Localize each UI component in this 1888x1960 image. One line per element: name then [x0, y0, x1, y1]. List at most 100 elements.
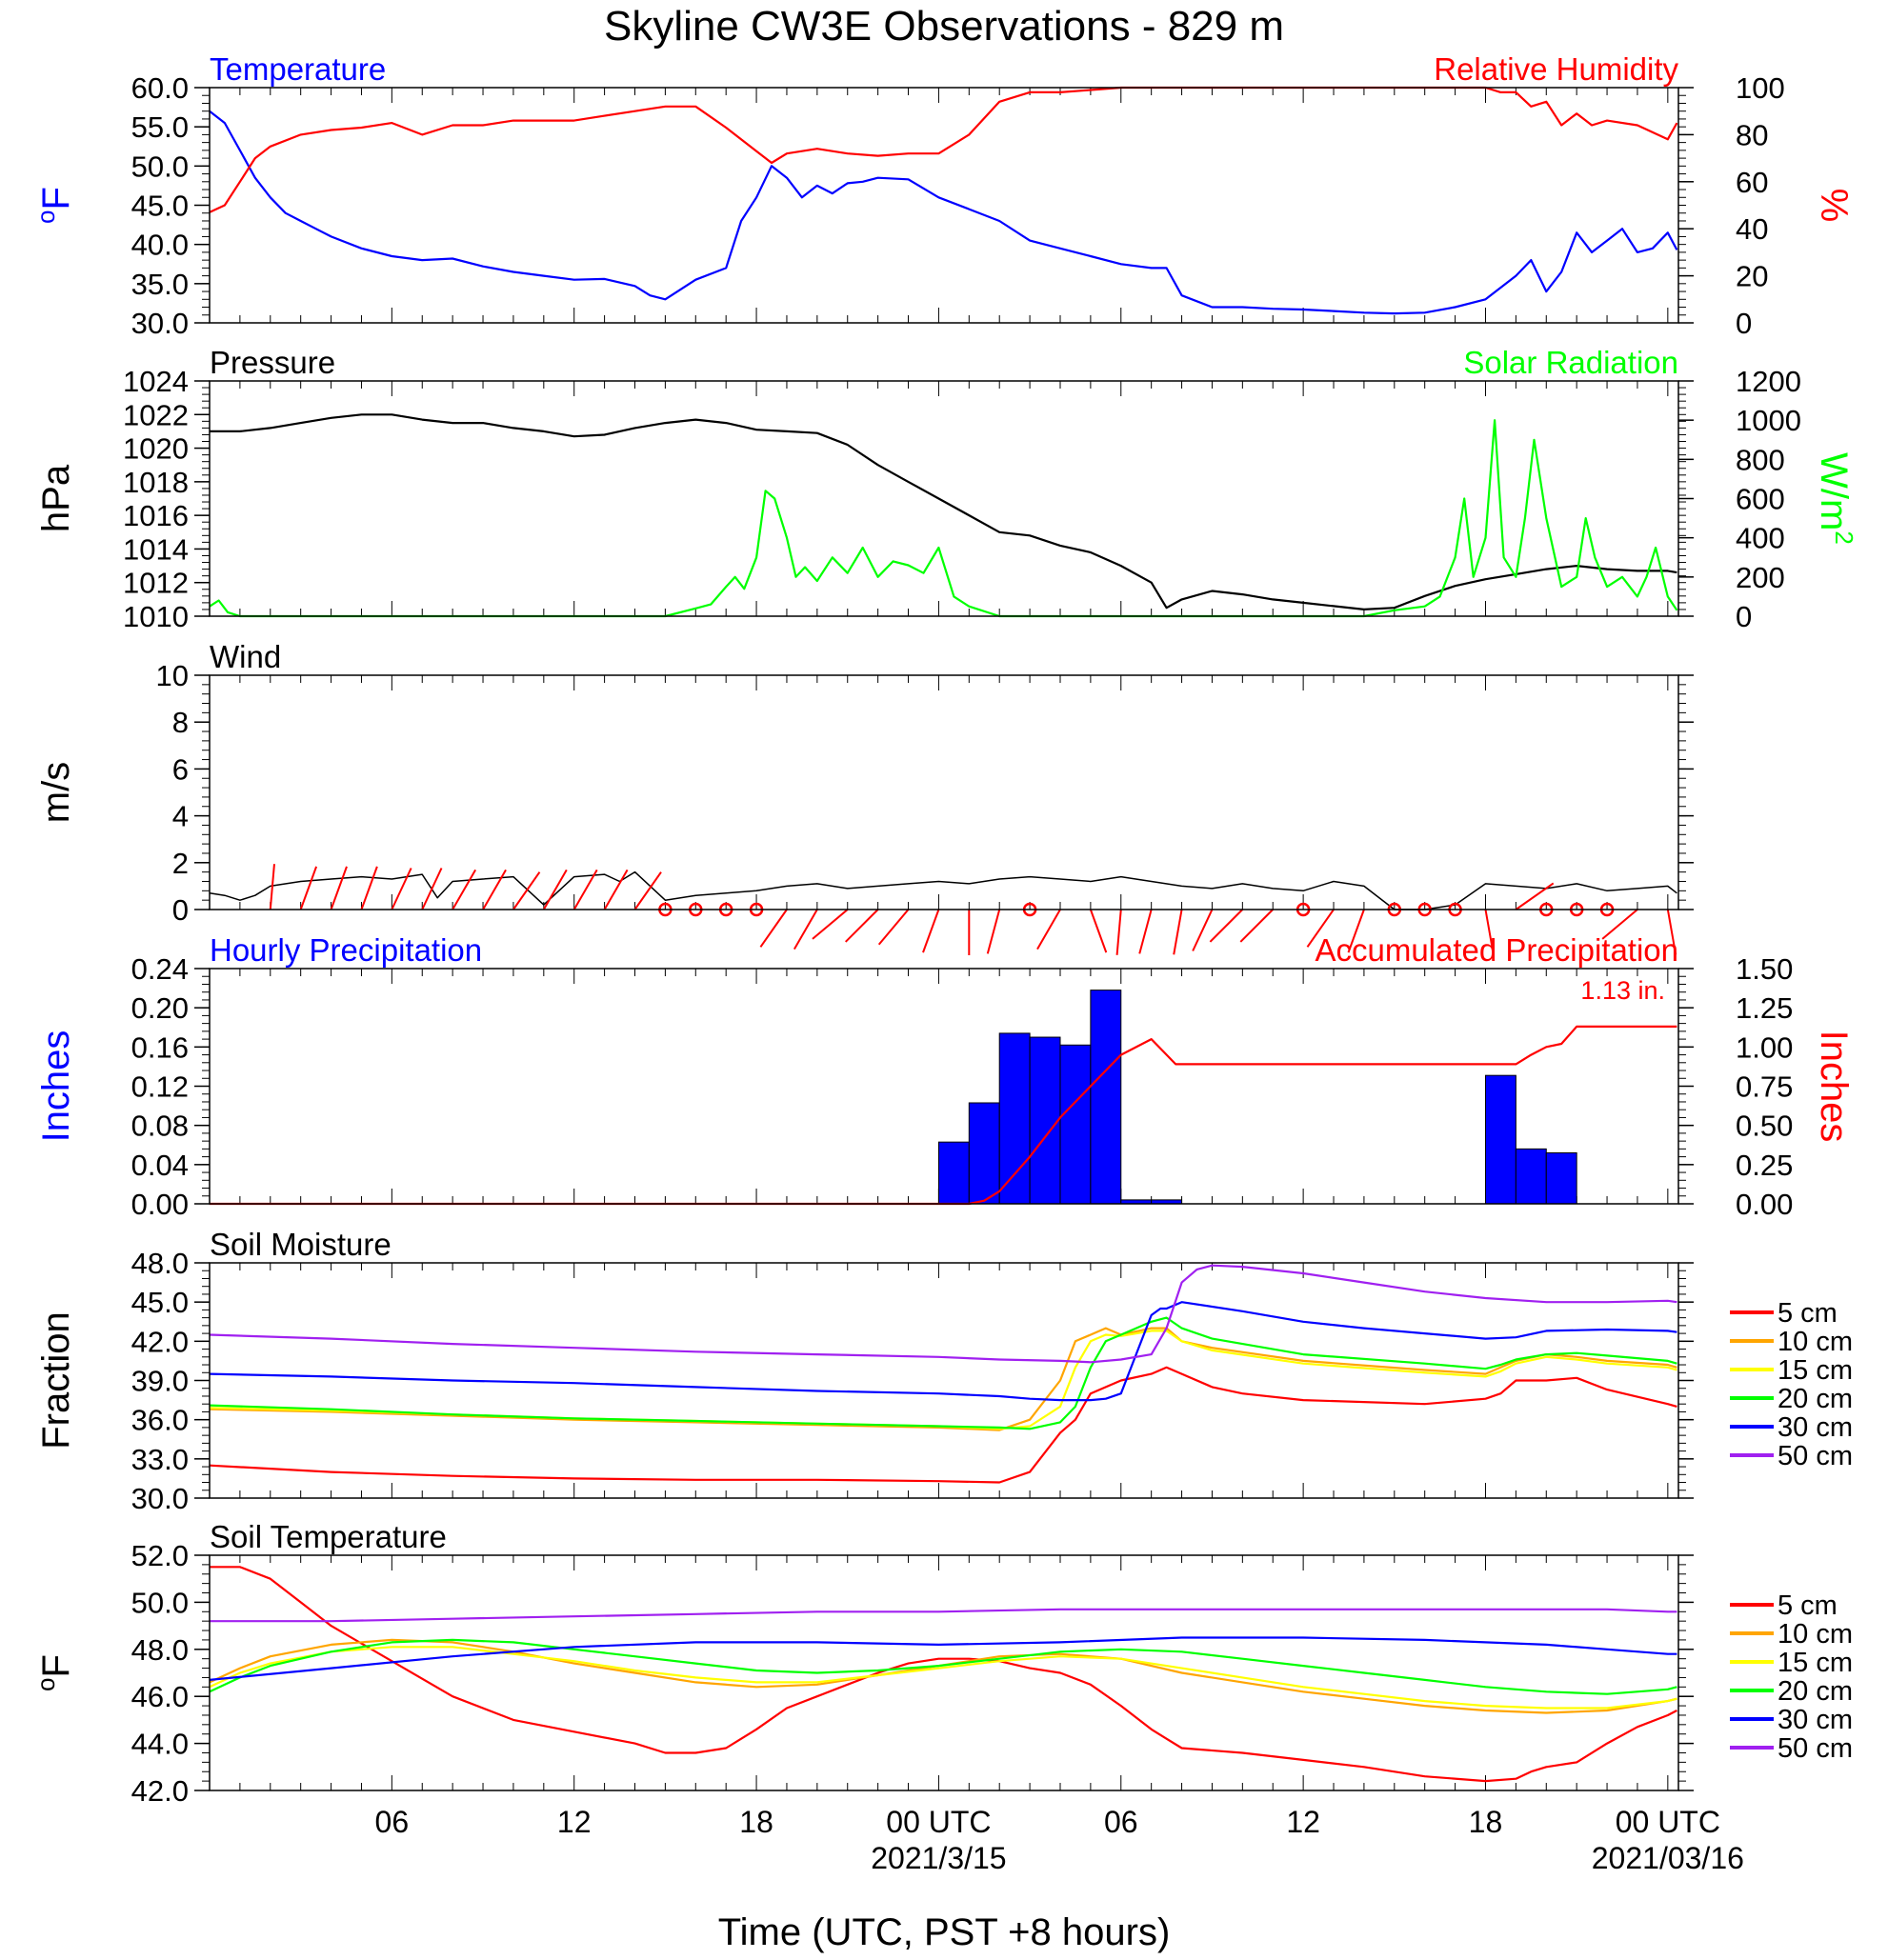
panel-title-right: Accumulated Precipitation: [1315, 932, 1678, 968]
y-tick-label-right: 400: [1736, 522, 1785, 555]
y-tick-label-left: 1018: [123, 466, 189, 499]
y-tick-label-right: 0.75: [1736, 1070, 1793, 1104]
wind-barb: [330, 866, 348, 910]
wind-barb: [1515, 882, 1555, 910]
panel-frame: [209, 380, 1679, 617]
y-tick-label-left: 45.0: [131, 190, 189, 223]
y-tick-label-left: 0.00: [131, 1188, 189, 1221]
y-tick-label-right: 1.25: [1736, 991, 1793, 1025]
series-line-5cm: [210, 1566, 1677, 1783]
y-tick-label-left: 45.0: [131, 1286, 189, 1319]
y-tick-label-left: 46.0: [131, 1680, 189, 1713]
y-tick-label-left: 48.0: [131, 1633, 189, 1667]
x-date-label: 2021/03/16: [1592, 1841, 1744, 1875]
wind-barb: [1138, 909, 1153, 954]
panel-temperature-humidity: 30.0 35.0 40.0 45.0 50.0 55.0 60.0 0 20 40 60 80 100…: [31, 51, 1855, 340]
series-line-20cm: [209, 1638, 1677, 1695]
y-tick-label-left: 33.0: [131, 1443, 189, 1476]
y-tick-label-right: 0.00: [1736, 1188, 1793, 1221]
series-line-5cm: [209, 1366, 1677, 1484]
series-line-30cm: [209, 1301, 1677, 1402]
y-tick-label-left: 2: [172, 847, 189, 880]
precip-bar: [937, 1141, 970, 1205]
wind-barb: [360, 866, 378, 910]
y-tick-label-right: 1200: [1736, 365, 1801, 398]
legend-label: 10 cm: [1778, 1619, 1853, 1650]
y-tick-label-left: 35.0: [131, 268, 189, 301]
legend-label: 15 cm: [1778, 1648, 1853, 1678]
y-tick-label-left: 0.04: [131, 1149, 189, 1182]
panel-wind: 0 2 4 6 8 10 Wind m/s: [35, 639, 1694, 955]
y-tick-label-left: 30.0: [131, 1482, 189, 1515]
y-tick-label-left: 4: [172, 800, 189, 833]
legend-label: 20 cm: [1778, 1676, 1853, 1707]
wind-barb: [572, 869, 598, 910]
y-tick-label-left: 50.0: [131, 150, 189, 183]
y-tick-label-right: 200: [1736, 561, 1785, 594]
series-line-50cm: [210, 1608, 1677, 1623]
accumulated-total-annotation: 1.13 in.: [1580, 976, 1665, 1005]
y-axis-label-left: m/s: [35, 762, 77, 823]
precip-bar: [1029, 1036, 1061, 1205]
y-tick-label-left: 44.0: [131, 1728, 189, 1761]
y-tick-label-right: 80: [1736, 118, 1768, 151]
panel-title-left: Hourly Precipitation: [210, 932, 482, 968]
wind-barb: [877, 909, 910, 946]
y-tick-label-right: 40: [1736, 212, 1768, 246]
y-tick-label-left: 1020: [123, 432, 189, 466]
panel-title-right: Relative Humidity: [1434, 51, 1678, 87]
y-tick-label-right: 0: [1736, 600, 1752, 633]
precip-bar: [1545, 1151, 1577, 1205]
wind-barb: [421, 868, 443, 910]
x-date-label: 2021/3/15: [871, 1841, 1006, 1875]
panel-frame: [209, 87, 1679, 324]
y-tick-label-left: 40.0: [131, 229, 189, 262]
precip-bar: [1059, 1044, 1092, 1205]
y-tick-label-right: 1.00: [1736, 1030, 1793, 1064]
y-axis-label-left: oF: [31, 187, 77, 224]
x-tick-label: 18: [1469, 1805, 1503, 1839]
wind-barb: [482, 869, 507, 910]
y-tick-label-left: 1016: [123, 499, 189, 532]
y-tick-label-left: 1024: [123, 365, 189, 398]
y-tick-label-right: 0.25: [1736, 1149, 1793, 1182]
x-tick-label: 18: [739, 1805, 773, 1839]
panel-title-left: Pressure: [210, 345, 335, 380]
y-tick-label-left: 39.0: [131, 1365, 189, 1398]
panel-title-left: Wind: [210, 639, 281, 674]
legend-label: 50 cm: [1778, 1733, 1853, 1764]
y-axis-label-right: %: [1813, 189, 1855, 223]
panel-precipitation: 0.00 0.04 0.08 0.12 0.16 0.20 0.24 0.00 0.25 0.50…: [35, 932, 1855, 1221]
y-tick-label-left: 1012: [123, 567, 189, 600]
x-tick-label: 12: [557, 1805, 592, 1839]
series-line-10cm: [209, 1638, 1677, 1714]
legend-label: 30 cm: [1778, 1412, 1853, 1443]
y-tick-label-left: 0: [172, 893, 189, 927]
y-tick-label-left: 30.0: [131, 307, 189, 340]
panel-title-right: Solar Radiation: [1463, 345, 1678, 380]
series-line-1: [209, 86, 1678, 213]
legend-label: 10 cm: [1778, 1327, 1853, 1357]
series-line-15cm: [209, 1646, 1677, 1710]
x-tick-label: 06: [1104, 1805, 1138, 1839]
wind-barb: [391, 868, 412, 910]
precip-bar: [968, 1102, 1000, 1205]
wind-barb: [1601, 909, 1638, 940]
wind-barb: [1239, 909, 1274, 943]
y-tick-label-left: 0.08: [131, 1110, 189, 1143]
series-line-0: [210, 1025, 1677, 1206]
panel-soil-moisture: 30.0 33.0 36.0 39.0 42.0 45.0 48.0 Soil Moistur…: [35, 1227, 1853, 1515]
y-tick-label-left: 1010: [123, 600, 189, 633]
y-tick-label-right: 800: [1736, 443, 1785, 476]
legend-label: 15 cm: [1778, 1355, 1853, 1386]
x-tick-label: 00 UTC: [1616, 1805, 1720, 1839]
panel-title-left: Soil Temperature: [210, 1519, 447, 1554]
y-axis-label-right: Inches: [1813, 1030, 1855, 1143]
wind-barb: [812, 909, 849, 940]
wind-barb: [1209, 909, 1244, 943]
x-tick-label: 12: [1286, 1805, 1320, 1839]
wind-barb: [542, 869, 568, 910]
legend-label: 5 cm: [1778, 1298, 1838, 1329]
